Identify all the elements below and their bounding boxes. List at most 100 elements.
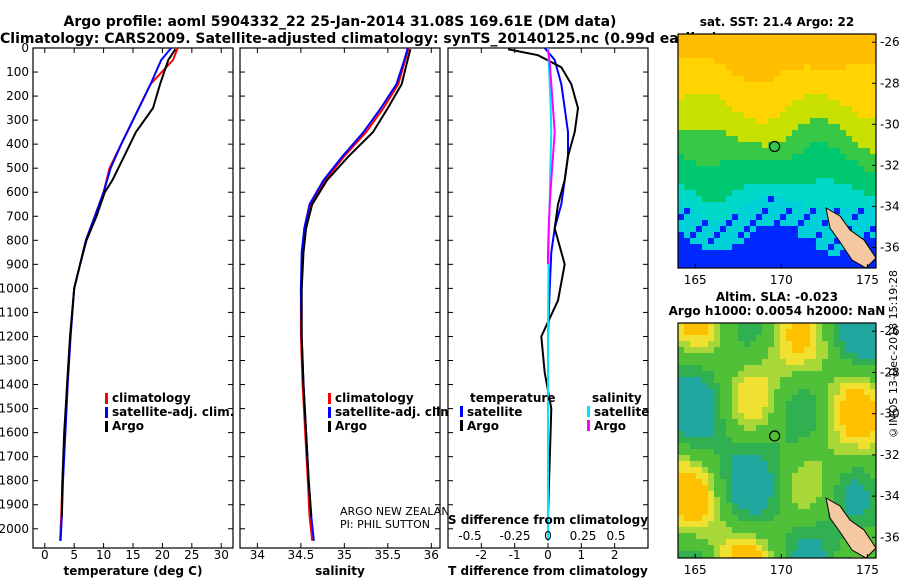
y-tick-label: -34 bbox=[880, 199, 900, 213]
title-line-2: Climatology: CARS2009. Satellite-adjuste… bbox=[0, 31, 718, 47]
map-frame bbox=[677, 322, 877, 559]
y-tick-label: 800 bbox=[6, 233, 29, 247]
argo-location-marker bbox=[768, 140, 781, 153]
map-frame bbox=[677, 33, 877, 269]
map-title: sat. SST: 21.4 Argo: 22 bbox=[700, 15, 854, 29]
x-tick-label: 165 bbox=[684, 273, 707, 287]
legend-swatch bbox=[328, 407, 331, 418]
profile-panel-2: 34 34.5 35 35.5 36 salinity climatologysatelli… bbox=[239, 47, 458, 578]
y-tick-label: 100 bbox=[6, 65, 29, 79]
y-tick-label: 1100 bbox=[0, 305, 29, 319]
x-tick-label: 25 bbox=[184, 548, 199, 562]
y-tick-label: -26 bbox=[880, 324, 900, 338]
y-tick-label: 1600 bbox=[0, 426, 29, 440]
annotation-text: ARGO NEW ZEALAND bbox=[340, 505, 458, 518]
map-title: Argo h1000: 0.0054 h2000: NaN bbox=[669, 304, 886, 318]
legend-swatch bbox=[587, 406, 590, 417]
x-tick-label: 35 bbox=[337, 548, 352, 562]
legend-entry: climatology bbox=[112, 391, 191, 405]
legend-entry: Argo bbox=[594, 419, 626, 433]
x-tick-label: 34.5 bbox=[288, 548, 315, 562]
secondary-tick-label: 0.5 bbox=[606, 529, 625, 543]
y-tick-label: 2000 bbox=[0, 522, 29, 536]
x-tick-label: 170 bbox=[770, 273, 793, 287]
y-tick-label: 300 bbox=[6, 113, 29, 127]
title-line-1: Argo profile: aoml 5904332_22 25-Jan-201… bbox=[63, 14, 617, 30]
legend-swatch bbox=[328, 421, 331, 432]
legend-swatch bbox=[105, 407, 108, 418]
x-tick-label: 2 bbox=[611, 548, 619, 562]
x-tick-label: 165 bbox=[684, 563, 707, 577]
y-tick-label: -32 bbox=[880, 448, 900, 462]
y-tick-label: 500 bbox=[6, 161, 29, 175]
legend-entry: climatology bbox=[335, 391, 414, 405]
y-tick-label: 0 bbox=[21, 41, 29, 55]
series-line-argo bbox=[60, 48, 177, 517]
series-line-salinity-argo bbox=[547, 49, 556, 265]
y-tick-label: 1300 bbox=[0, 354, 29, 368]
secondary-tick-label: 0 bbox=[544, 529, 552, 543]
y-tick-label: 900 bbox=[6, 257, 29, 271]
y-tick-label: 600 bbox=[6, 185, 29, 199]
plot-frame bbox=[239, 47, 441, 549]
profile-panel-1: 0100200300400500600700800900100011001200… bbox=[0, 41, 234, 578]
map-field bbox=[678, 323, 876, 558]
series-line-argo bbox=[300, 48, 412, 517]
x-tick-label: 36 bbox=[424, 548, 439, 562]
x-tick-label: 175 bbox=[856, 273, 879, 287]
x-tick-label: 10 bbox=[96, 548, 111, 562]
y-tick-label: 1800 bbox=[0, 474, 29, 488]
legend-entry: Argo bbox=[467, 419, 499, 433]
secondary-tick-label: -0.5 bbox=[458, 529, 481, 543]
map-field bbox=[678, 34, 876, 268]
legend-entry: Argo bbox=[112, 419, 144, 433]
legend-swatch bbox=[328, 393, 331, 404]
secondary-tick-label: 0.25 bbox=[570, 529, 597, 543]
y-tick-label: 200 bbox=[6, 89, 29, 103]
x-tick-label: -2 bbox=[475, 548, 487, 562]
land-outline bbox=[825, 207, 877, 269]
land-outline bbox=[825, 497, 877, 559]
legend-swatch bbox=[587, 420, 590, 431]
y-tick-label: 400 bbox=[6, 137, 29, 151]
y-tick-label: -28 bbox=[880, 365, 900, 379]
y-tick-label: 1000 bbox=[0, 281, 29, 295]
x-axis-label: T difference from climatology bbox=[448, 564, 648, 578]
y-tick-label: -26 bbox=[880, 35, 900, 49]
legend-swatch bbox=[460, 406, 463, 417]
y-tick-label: -36 bbox=[880, 530, 900, 544]
x-tick-label: 170 bbox=[770, 563, 793, 577]
y-tick-label: 1900 bbox=[0, 498, 29, 512]
legend-swatch bbox=[460, 420, 463, 431]
y-tick-label: 1500 bbox=[0, 402, 29, 416]
series-line-temperature-argo bbox=[507, 48, 580, 517]
x-tick-label: 5 bbox=[70, 548, 78, 562]
x-tick-label: 0 bbox=[41, 548, 49, 562]
y-tick-label: 1400 bbox=[0, 378, 29, 392]
legend-entry: satellite bbox=[467, 405, 522, 419]
x-tick-label: 0 bbox=[544, 548, 552, 562]
y-tick-label: 700 bbox=[6, 209, 29, 223]
annotation-text: PI: PHIL SUTTON bbox=[340, 518, 430, 531]
legend-heading: salinity bbox=[592, 391, 642, 405]
y-tick-label: -32 bbox=[880, 158, 900, 172]
legend-heading: temperature bbox=[470, 391, 555, 405]
y-tick-label: -28 bbox=[880, 76, 900, 90]
argo-location-marker bbox=[768, 430, 781, 442]
x-tick-label: 175 bbox=[856, 563, 879, 577]
secondary-axis-label: S difference from climatology bbox=[448, 513, 648, 527]
plot-frame bbox=[32, 47, 234, 549]
legend-entry: satellite bbox=[594, 405, 649, 419]
legend-entry: satellite-adj. clim. bbox=[112, 405, 234, 419]
y-tick-label: 1700 bbox=[0, 450, 29, 464]
x-tick-label: 35.5 bbox=[374, 548, 401, 562]
y-tick-label: -36 bbox=[880, 240, 900, 254]
y-tick-label: -34 bbox=[880, 489, 900, 503]
legend-entry: Argo bbox=[335, 419, 367, 433]
profile-panel-3: -2 -1 0 1 2 T difference from climatology S di… bbox=[447, 47, 649, 578]
map-panel-1: sat. SST: 21.4 Argo: 22 165 170 175 -26 -28 -3… bbox=[677, 15, 900, 287]
x-tick-label: -1 bbox=[509, 548, 521, 562]
x-axis-label: salinity bbox=[315, 564, 365, 578]
